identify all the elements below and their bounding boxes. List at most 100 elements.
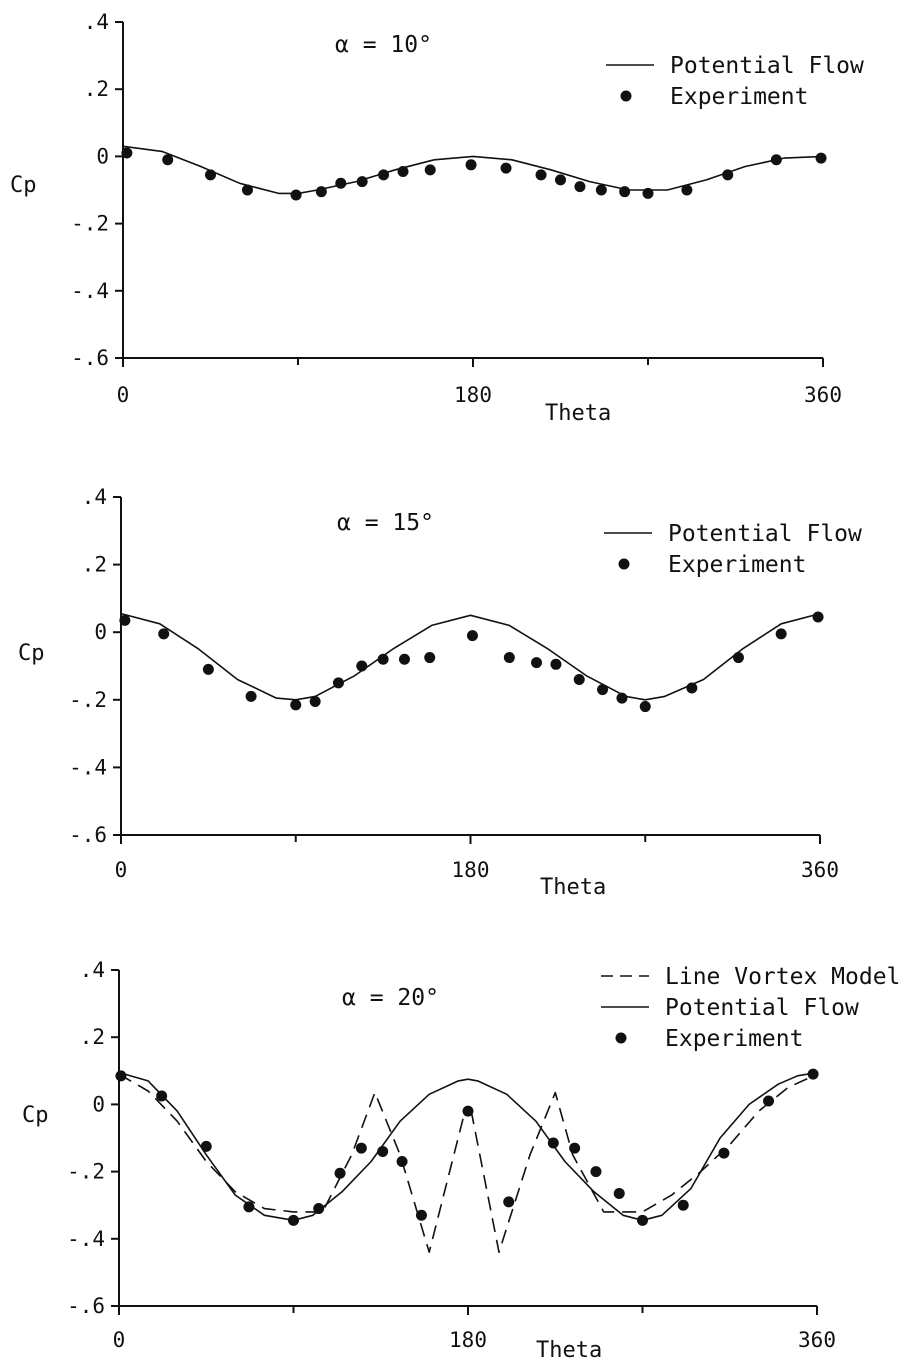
chart2-experiment-point [597, 684, 609, 696]
chart3-line-vortex-curve [118, 1073, 818, 1253]
chart3-legend-label: Experiment [665, 1026, 803, 1052]
chart1-experiment-point [162, 154, 174, 166]
chart1-y-axis-title: Cp [10, 173, 37, 198]
chart2-y-tick-label: .4 [82, 485, 107, 509]
chart1-experiment-point [241, 184, 253, 196]
chart2-x-tick-label: 0 [115, 858, 128, 882]
chart1-legend-label: Potential Flow [670, 53, 864, 79]
chart2-y-axis-title: Cp [18, 641, 45, 666]
chart1-experiment-point [335, 177, 347, 189]
chart1-x-tick-label: 0 [117, 383, 130, 407]
chart2-legend-label: Experiment [668, 552, 806, 578]
chart2-legend-marker-experiment [618, 558, 630, 570]
chart2-experiment-point [290, 699, 302, 711]
chart3-experiment-point [462, 1105, 474, 1117]
chart1-y-tick-label: .2 [84, 77, 109, 101]
chart1-experiment-point [290, 189, 302, 201]
chart2-y-tick-label: -.6 [69, 823, 107, 847]
chart3-y-tick-label: -.6 [67, 1294, 105, 1318]
chart2-x-axis-title: Theta [540, 875, 606, 900]
chart2-experiment-point [202, 663, 214, 675]
chart3-experiment-point [415, 1209, 427, 1221]
chart1-experiment-point [770, 154, 782, 166]
chart2-experiment-point [309, 695, 321, 707]
chart3-experiment-point [334, 1167, 346, 1179]
chart3-x-tick-label: 360 [798, 1328, 836, 1352]
chart3-experiment-point [613, 1187, 625, 1199]
chart1-experiment-point [500, 162, 512, 174]
chart2-experiment-point [775, 628, 787, 640]
chart3-experiment-point [807, 1068, 819, 1080]
chart1-experiment-point [642, 187, 654, 199]
chart1-title: α = 10° [335, 32, 432, 58]
chart1-x-axis-title: Theta [545, 401, 611, 426]
chart3-y-tick-label: .2 [80, 1025, 105, 1049]
chart3-experiment-point [547, 1137, 559, 1149]
chart2-experiment-point [732, 652, 744, 664]
chart3-experiment-point [377, 1145, 389, 1157]
chart1-y-tick-label: -.6 [71, 346, 109, 370]
chart3-experiment-point [115, 1070, 127, 1082]
chart1-experiment-point [722, 169, 734, 181]
chart3-experiment-point [200, 1140, 212, 1152]
chart3-experiment-point [590, 1166, 602, 1178]
chart2-y-tick-label: 0 [94, 620, 107, 644]
chart2-x-tick-label: 180 [452, 858, 490, 882]
chart2-x-tick-label: 360 [801, 858, 839, 882]
chart3-y-tick-label: -.4 [67, 1227, 105, 1251]
chart1-x-tick-label: 360 [804, 383, 842, 407]
chart3-experiment-point [677, 1199, 689, 1211]
chart3-y-axis-title: Cp [22, 1103, 49, 1128]
chart2-y-tick-label: -.2 [69, 688, 107, 712]
chart3-legend-label: Potential Flow [665, 995, 859, 1021]
chart1-legend-label: Experiment [670, 84, 808, 110]
chart3-title: α = 20° [342, 985, 439, 1011]
chart3-x-tick-label: 180 [449, 1328, 487, 1352]
chart1-experiment-point [595, 184, 607, 196]
chart2-experiment-point [616, 692, 628, 704]
chart1-experiment-point [815, 152, 827, 164]
chart1-x-tick-label: 180 [454, 383, 492, 407]
chart2-legend-label: Potential Flow [668, 521, 862, 547]
chart1-potential-flow-curve [122, 145, 824, 195]
chart2-experiment-point [158, 628, 170, 640]
chart2-experiment-point [531, 657, 543, 669]
chart2-experiment-point [466, 630, 478, 642]
chart1-y-tick-label: .4 [84, 10, 109, 34]
chart1-experiment-point [378, 169, 390, 181]
chart1-experiment-point [424, 164, 436, 176]
chart3-experiment-point [637, 1214, 648, 1226]
chart1-experiment-point [574, 181, 586, 193]
chart2-experiment-point [356, 660, 368, 672]
chart1-experiment-point [465, 159, 477, 171]
chart3-x-tick-label: 0 [113, 1328, 126, 1352]
chart2-y-tick-label: .2 [82, 553, 107, 577]
chart2-experiment-point [550, 658, 562, 670]
chart1-experiment-point [315, 186, 327, 198]
chart3-y-tick-label: -.2 [67, 1160, 105, 1184]
chart3-experiment-point [355, 1142, 367, 1154]
chart2-experiment-point [573, 674, 585, 686]
chart2-experiment-point [424, 652, 436, 664]
chart3-legend-label: Line Vortex Model [665, 964, 900, 990]
chart3-experiment-point [569, 1142, 581, 1154]
chart2-experiment-point [812, 611, 824, 623]
chart2-experiment-point [398, 653, 410, 665]
chart1-legend-marker-experiment [620, 90, 632, 102]
chart2-experiment-point [686, 682, 698, 694]
chart1-experiment-point [121, 147, 133, 159]
chart1-experiment-point [397, 166, 409, 178]
chart3-potential-flow-curve [118, 1071, 818, 1222]
chart2-potential-flow-curve [120, 612, 821, 701]
chart3-experiment-point [243, 1201, 255, 1213]
chart1-y-tick-label: 0 [96, 144, 109, 168]
chart1-experiment-point [619, 186, 631, 198]
chart1-y-tick-label: -.2 [71, 212, 109, 236]
chart3-experiment-point [718, 1147, 730, 1159]
chart1-experiment-point [555, 174, 566, 186]
chart1-y-tick-label: -.4 [71, 279, 109, 303]
chart3-experiment-point [396, 1156, 408, 1168]
chart3-y-tick-label: 0 [92, 1092, 105, 1116]
chart1-experiment-point [205, 169, 216, 181]
